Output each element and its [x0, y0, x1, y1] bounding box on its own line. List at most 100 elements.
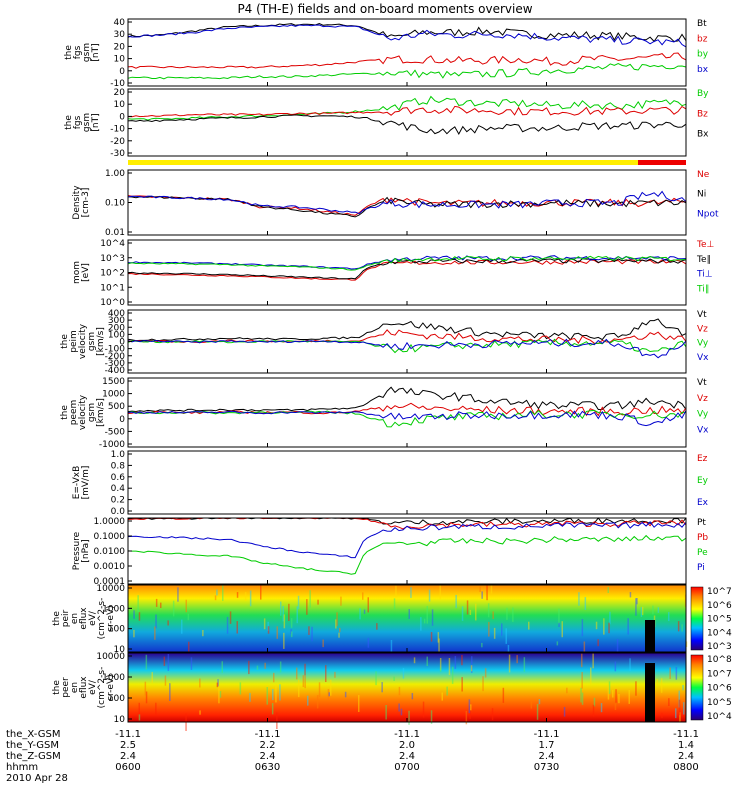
y-axis-label-line: eV/ — [88, 610, 98, 626]
colorbar-tick-label: 10^7 — [707, 587, 732, 597]
spectrogram-pixel — [465, 710, 468, 725]
spectrogram-pixel — [538, 699, 541, 705]
spectrogram-pixel — [512, 607, 514, 622]
y-axis-label: E=-VxB [mV/m] — [72, 466, 91, 500]
spectrogram-pixel — [448, 658, 451, 676]
spectrogram-pixel — [491, 708, 494, 721]
spectrogram-pixel — [492, 611, 494, 619]
spectrogram-pixel — [236, 621, 238, 634]
spectrogram-pixel — [656, 678, 658, 685]
spectrogram-pixel — [290, 618, 293, 628]
y-axis-label-line: the — [64, 45, 74, 60]
spectrogram-pixel — [199, 678, 201, 688]
ephemeris-value: 0800 — [673, 762, 698, 773]
spectrogram-pixel — [154, 626, 156, 640]
y-tick-label: 10^2 — [100, 269, 125, 279]
y-tick-label: 10 — [114, 55, 126, 65]
spectrogram-pixel — [400, 708, 403, 716]
spectrogram-pixel — [283, 614, 286, 629]
series-line-Pe — [127, 534, 687, 575]
y-tick-label: 10000 — [96, 584, 125, 594]
y-tick-label: 0.0001 — [94, 577, 126, 587]
y-axis-label: the peer en eflux eV/(cm^2-s-sr-eV) — [52, 667, 116, 709]
spectrogram-pixel — [256, 665, 259, 670]
spectrogram-pixel — [558, 608, 560, 625]
y-axis-label-line: en — [70, 682, 80, 693]
y-tick-label: -30 — [110, 149, 125, 159]
y-axis-label-line: velocity — [78, 394, 88, 430]
spectrogram-pixel — [618, 694, 620, 704]
legend-entry: Vx — [697, 425, 709, 435]
colorbar-tick-label: 10^7 — [707, 669, 732, 679]
y-axis-label-line: gsm — [87, 403, 97, 422]
y-tick-label: 100 — [108, 625, 125, 635]
spectrogram-pixel — [367, 637, 370, 648]
spectrogram-pixel — [137, 595, 139, 613]
panel-frame — [127, 88, 687, 157]
spectrogram-pixel — [481, 591, 483, 599]
spectrogram-pixel — [608, 622, 610, 634]
y-tick-label: 10^4 — [100, 239, 125, 249]
mode-bar-slow — [128, 160, 638, 165]
y-tick-label: 10^1 — [100, 283, 125, 293]
spectrogram-pixel — [556, 641, 559, 646]
series-line-Vx — [127, 338, 687, 359]
legend-entry: Vz — [697, 324, 708, 334]
panel-fgs_gsm_1: Bt bz by bx 40 30 20 10 0 -10 the fgs gsm [nT] — [64, 18, 709, 89]
spectrogram-pixel — [430, 710, 433, 724]
spectrogram-pixel — [408, 609, 410, 619]
spectrogram-pixel — [276, 626, 278, 639]
y-tick-label: -100 — [105, 345, 126, 355]
row-label-hhmm: hhmm — [6, 762, 38, 773]
y-axis-label-line: the — [60, 334, 70, 349]
spectrogram-pixel — [431, 609, 434, 626]
y-tick-label: 0 — [119, 415, 125, 425]
y-tick-label: 300 — [108, 316, 125, 326]
ephemeris-value: -11.1 — [534, 729, 560, 740]
ephemeris-value: 2.4 — [260, 751, 276, 762]
spectrogram-pixel — [615, 689, 617, 703]
y-axis-label-line: gsm — [82, 113, 92, 132]
spectrogram-pixel — [487, 603, 490, 618]
y-axis-label: the fgs gsm [nT] — [64, 43, 101, 62]
spectrogram-pixel — [493, 627, 496, 639]
spectrogram-pixel — [561, 621, 563, 638]
spectrogram-pixel — [185, 599, 187, 613]
y-tick-label: -500 — [105, 427, 126, 437]
spectrogram-pixel — [682, 685, 684, 691]
spectrogram-pixel — [657, 607, 660, 613]
spectrogram-pixel — [163, 656, 166, 666]
spectrogram-pixel — [216, 682, 219, 688]
spectrogram-pixel — [155, 614, 157, 629]
spectrogram-pixel — [282, 606, 284, 622]
spectrogram-pixel — [614, 661, 617, 672]
spectrogram-pixel — [236, 592, 239, 598]
series-line-Vy — [127, 409, 687, 428]
y-tick-label: -10 — [110, 79, 125, 89]
spectrogram-pixel — [578, 592, 580, 606]
spectrogram-pixel — [367, 597, 369, 613]
y-axis-label-line: peim — [69, 330, 79, 353]
y-tick-label: 1500 — [102, 377, 125, 387]
legend-entry: Vz — [697, 394, 708, 404]
legend-entry: Bx — [697, 130, 709, 140]
series-line-bz — [127, 52, 687, 69]
panel-frame — [127, 169, 687, 236]
spectrogram-pixel — [222, 585, 224, 601]
spectrogram-pixel — [597, 639, 599, 647]
y-tick-label: 0.10 — [105, 199, 125, 209]
spectrogram-pixel — [530, 701, 533, 709]
y-tick-label: 10 — [114, 645, 126, 655]
mode-bar-fast — [638, 160, 686, 165]
legend-entry: Pe — [697, 548, 708, 558]
spectrogram-pixel — [325, 665, 327, 682]
spectrogram-pixel — [426, 606, 428, 624]
spectrogram-pixel — [481, 642, 483, 648]
spectrogram-pixel — [229, 611, 232, 624]
spectrogram-pixel — [172, 600, 175, 617]
spectrogram-pixel — [402, 667, 405, 679]
spectrogram-pixel — [248, 660, 250, 675]
spectrogram-pixel — [279, 684, 281, 701]
y-tick-label: 10 — [114, 715, 126, 725]
